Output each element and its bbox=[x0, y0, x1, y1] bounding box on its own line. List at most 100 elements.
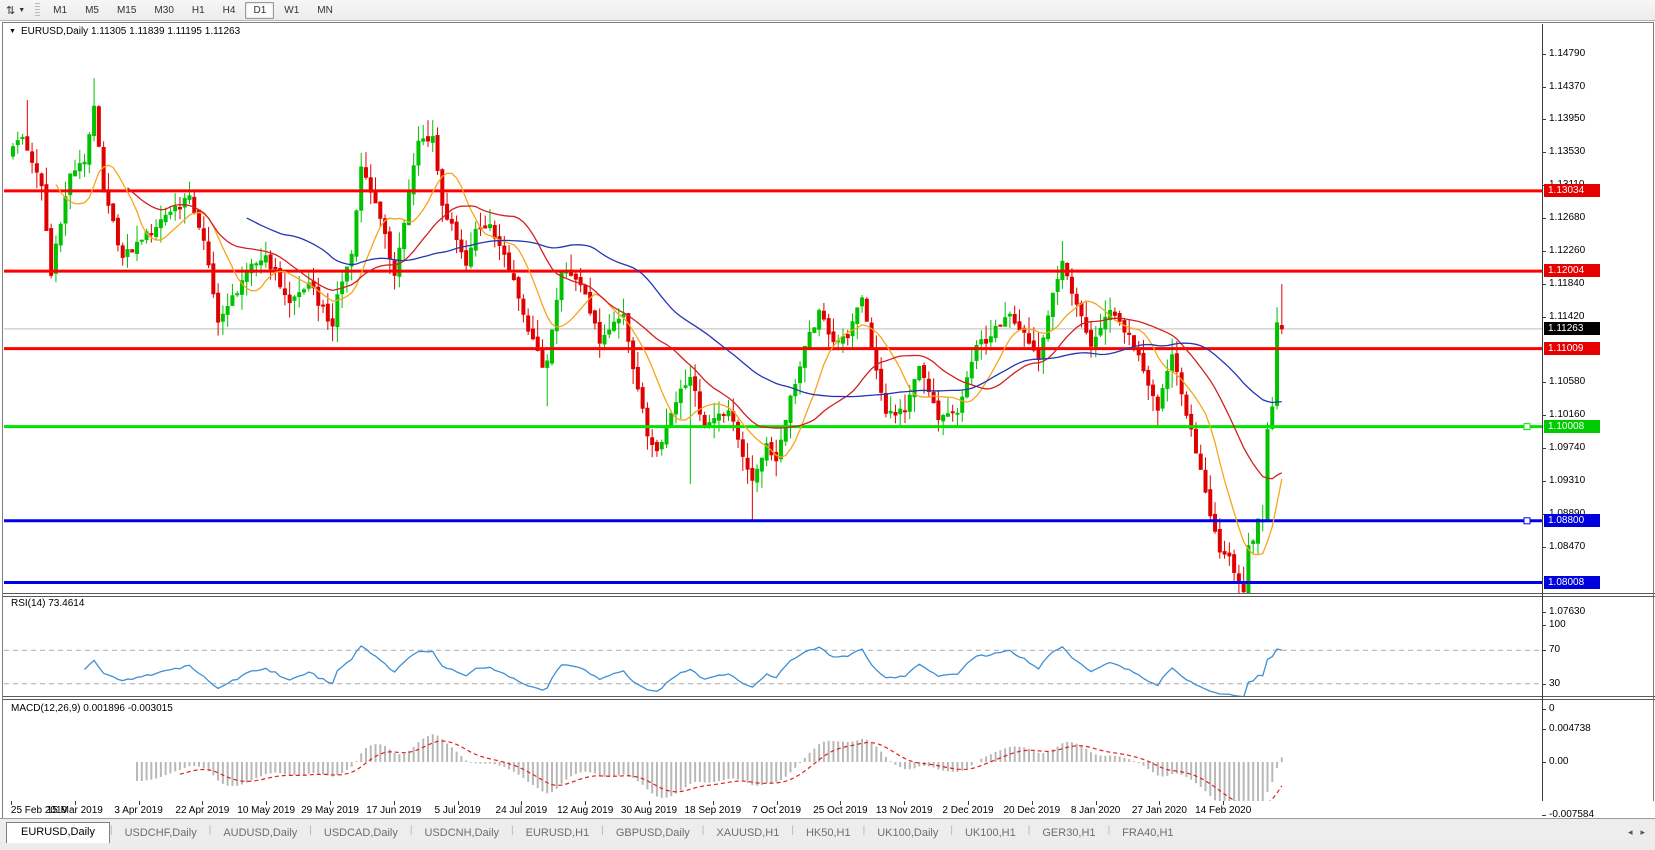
axis-tick-mark bbox=[1542, 762, 1546, 763]
tab-usdcnh-daily[interactable]: USDCNH,Daily bbox=[424, 827, 500, 839]
axis-tick-mark bbox=[1542, 382, 1546, 384]
tab-divider: | bbox=[950, 824, 953, 836]
axis-tick-mark bbox=[1542, 815, 1546, 817]
date-tick-mark bbox=[968, 801, 969, 805]
axis-tick-mark bbox=[1542, 709, 1546, 710]
macd-tick: -0.007584 bbox=[1549, 809, 1595, 821]
level-price-badge: 1.08008 bbox=[1544, 575, 1600, 589]
tab-ger30-h1[interactable]: GER30,H1 bbox=[1042, 827, 1096, 839]
date-tick-mark bbox=[840, 801, 842, 805]
axis-tick-mark bbox=[1542, 683, 1546, 685]
date-label: 17 Jun 2019 bbox=[366, 805, 422, 816]
date-tick-mark bbox=[1159, 801, 1161, 805]
axis-tick-mark bbox=[1542, 283, 1546, 285]
timeframe-button-h4[interactable]: H4 bbox=[222, 4, 236, 16]
timeframe-button-m5[interactable]: M5 bbox=[85, 4, 99, 16]
date-tick-mark bbox=[1031, 801, 1033, 805]
chart-shift-icon[interactable]: ⇅ ▼ bbox=[0, 0, 31, 20]
tabs-scroll-left-icon[interactable]: ◂ bbox=[1627, 827, 1633, 837]
chart-window: ▼ EURUSD,Daily 1.11305 1.11839 1.11195 1… bbox=[2, 22, 1655, 821]
timeframe-button-mn[interactable]: MN bbox=[317, 4, 333, 16]
tab-divider: | bbox=[309, 824, 312, 836]
chart-title-text: EURUSD,Daily 1.11305 1.11839 1.11195 1.1… bbox=[20, 26, 241, 37]
date-label: 12 Aug 2019 bbox=[557, 805, 614, 816]
date-label: 15 Mar 2019 bbox=[46, 805, 103, 816]
timeframe-button-h1[interactable]: H1 bbox=[191, 4, 205, 16]
tab-divider: | bbox=[601, 824, 604, 836]
tab-uk100-h1[interactable]: UK100,H1 bbox=[964, 827, 1016, 839]
macd-tick: 0.00 bbox=[1549, 756, 1569, 767]
panel-separator[interactable] bbox=[3, 593, 1655, 594]
date-tick-mark bbox=[393, 801, 395, 805]
date-tick-mark bbox=[330, 801, 331, 805]
price-tick: 1.14790 bbox=[1549, 48, 1586, 59]
date-tick-mark bbox=[712, 801, 714, 805]
tab-hk50-h1[interactable]: HK50,H1 bbox=[805, 827, 851, 839]
tab-audusd-daily[interactable]: AUDUSD,Daily bbox=[223, 827, 298, 839]
axis-tick-mark bbox=[1542, 119, 1546, 121]
date-label: 13 Nov 2019 bbox=[875, 805, 933, 816]
tab-divider: | bbox=[701, 824, 705, 836]
tab-eurusd-h1[interactable]: EURUSD,H1 bbox=[525, 827, 590, 839]
axis-tick-mark bbox=[1542, 650, 1546, 652]
axis-tick-mark bbox=[1542, 414, 1546, 416]
date-tick-mark bbox=[1095, 801, 1097, 805]
date-label: 8 Jan 2020 bbox=[1070, 805, 1121, 816]
macd-label: MACD(12,26,9) 0.001896 -0.003015 bbox=[11, 703, 173, 714]
price-tick: 1.07630 bbox=[1549, 605, 1586, 617]
tab-divider: | bbox=[1027, 824, 1031, 836]
price-tick: 1.08470 bbox=[1549, 540, 1586, 552]
tab-uk100-daily[interactable]: UK100,Daily bbox=[877, 827, 939, 839]
level-price-badge: 1.10008 bbox=[1544, 419, 1600, 433]
date-label: 27 Jan 2020 bbox=[1131, 805, 1187, 816]
price-tick: 1.12260 bbox=[1549, 245, 1586, 257]
date-tick-mark bbox=[138, 801, 140, 805]
date-label: 22 Apr 2019 bbox=[175, 805, 230, 816]
date-tick-mark bbox=[904, 801, 906, 805]
date-tick-mark bbox=[585, 801, 587, 805]
tab-xauusd-h1[interactable]: XAUUSD,H1 bbox=[716, 827, 780, 839]
axis-tick-mark bbox=[1542, 316, 1546, 318]
current-price-badge: 1.11263 bbox=[1544, 321, 1600, 335]
macd-panel-canvas[interactable] bbox=[4, 700, 1542, 801]
timeframe-button-m1[interactable]: M1 bbox=[53, 4, 68, 16]
tab-usdchf-daily[interactable]: USDCHF,Daily bbox=[124, 827, 197, 839]
price-tick: 1.09310 bbox=[1549, 475, 1586, 487]
timeframe-button-d1[interactable]: D1 bbox=[245, 1, 275, 19]
date-tick-mark bbox=[521, 801, 523, 805]
rsi-tick: 30 bbox=[1549, 677, 1561, 689]
date-tick-mark bbox=[649, 801, 650, 805]
panel-separator bbox=[3, 596, 1655, 597]
panel-separator bbox=[3, 699, 1655, 700]
tab-eurusd-daily[interactable]: EURUSD,Daily bbox=[6, 822, 110, 844]
axis-tick-mark bbox=[1542, 625, 1546, 626]
price-tick: 1.10580 bbox=[1549, 376, 1586, 388]
timeframe-button-m30[interactable]: M30 bbox=[154, 4, 174, 16]
date-tick-mark bbox=[457, 801, 459, 805]
timeframe-button-m15[interactable]: M15 bbox=[116, 4, 137, 16]
rsi-panel-canvas[interactable] bbox=[4, 597, 1542, 696]
macd-tick: 0.004738 bbox=[1549, 722, 1591, 734]
date-label: 24 Jul 2019 bbox=[495, 805, 548, 816]
tab-divider: | bbox=[109, 824, 113, 836]
price-tick: 1.12680 bbox=[1549, 212, 1586, 224]
rsi-tick: 70 bbox=[1549, 644, 1561, 656]
level-price-badge: 1.11009 bbox=[1544, 341, 1600, 355]
symbol-dropdown-icon[interactable]: ▼ bbox=[9, 28, 16, 35]
tab-divider: | bbox=[208, 824, 212, 836]
tab-fra40-h1[interactable]: FRA40,H1 bbox=[1122, 827, 1174, 839]
chart-shift-glyph: ⇅ bbox=[6, 4, 16, 17]
tab-gbpusd-daily[interactable]: GBPUSD,Daily bbox=[615, 827, 690, 839]
price-tick: 1.13530 bbox=[1549, 146, 1586, 158]
panel-separator[interactable] bbox=[3, 696, 1655, 697]
axis-tick-mark bbox=[1542, 218, 1546, 220]
timeframe-button-w1[interactable]: W1 bbox=[284, 4, 300, 16]
time-axis[interactable]: 25 Feb 2019 15 Mar 2019 3 Apr 2019 22 Apr 2… bbox=[3, 801, 1655, 818]
date-label: 29 May 2019 bbox=[301, 805, 359, 816]
date-tick-mark bbox=[202, 801, 204, 805]
main-chart-canvas[interactable] bbox=[4, 24, 1542, 593]
chart-tabs: EURUSD,Daily | USDCHF,Daily | AUDUSD,Daily | U… bbox=[0, 819, 1186, 844]
tab-usdcad-daily[interactable]: USDCAD,Daily bbox=[323, 827, 398, 839]
tabs-scroll-right-icon[interactable]: ▸ bbox=[1640, 827, 1645, 837]
